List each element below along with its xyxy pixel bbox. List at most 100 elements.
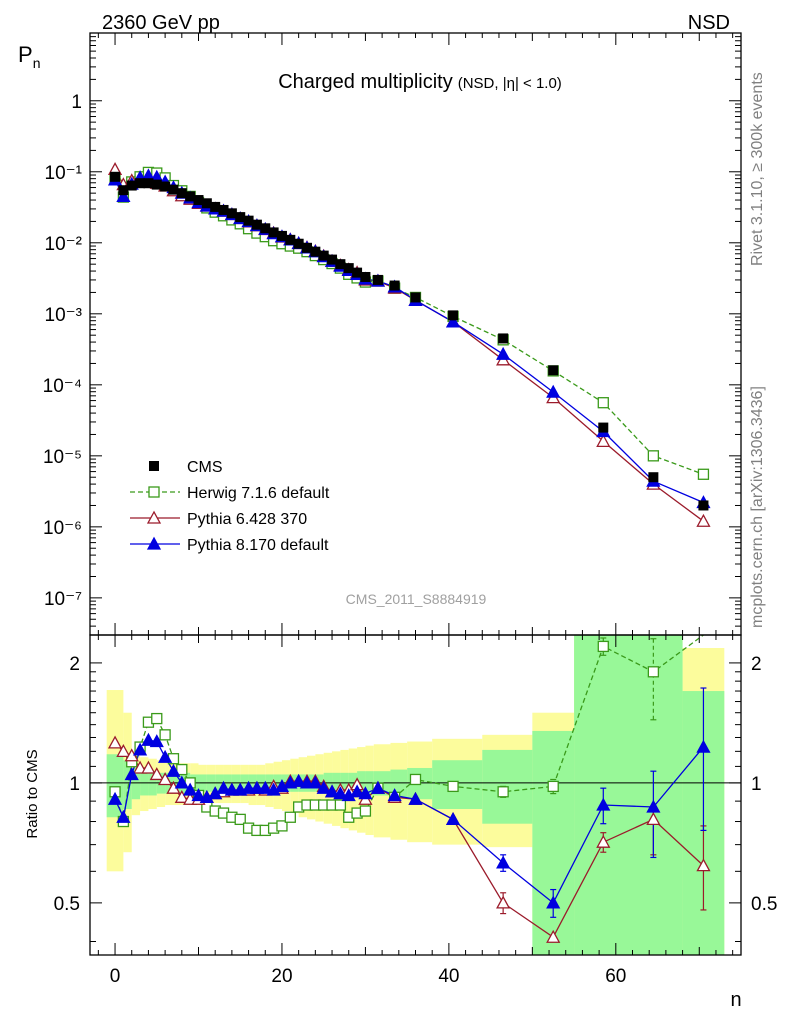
point-cms [126, 180, 137, 191]
y-axis-label: Pn [18, 42, 40, 71]
ratio-point-py8 [408, 791, 423, 805]
ratio-point-py6 [646, 812, 661, 826]
ratio-point-herwig [359, 805, 372, 817]
ratio-point-py8 [445, 812, 461, 826]
point-py8 [445, 314, 461, 328]
y-tick-label: 10⁻³ [45, 305, 83, 326]
series-line-herwig [114, 171, 704, 475]
legend-marker-py8 [146, 536, 162, 550]
point-cms [251, 219, 262, 230]
ratio-point-py8 [216, 780, 231, 794]
ratio-tick-label: 1 [69, 774, 80, 795]
ratio-point-herwig [276, 820, 288, 832]
point-cms [201, 198, 212, 209]
ratio-point-herwig [597, 640, 609, 653]
main-plot-area [107, 162, 711, 527]
chart-subtitle: (NSD, |η| < 1.0) [458, 75, 562, 92]
ratio-band-inner [123, 760, 132, 810]
point-cms [285, 234, 296, 245]
header-right-label: NSD [688, 12, 730, 34]
point-cms [260, 223, 271, 234]
point-py6 [596, 433, 611, 447]
point-py6 [696, 513, 711, 527]
point-cms [598, 422, 609, 433]
legend: CMS Herwig 7.1.6 default Pythia 6.428 370 P… [130, 459, 330, 554]
point-cms [210, 201, 221, 212]
ratio-point-py8 [124, 767, 139, 781]
y-tick-label: 10⁻⁴ [43, 376, 82, 397]
ratio-point-py8 [299, 775, 315, 789]
ratio-point-py8 [358, 786, 373, 800]
ratio-point-py8 [308, 775, 323, 789]
point-cms [160, 181, 171, 192]
ratio-point-py8 [224, 782, 239, 796]
ratio-point-py8 [324, 784, 340, 798]
point-cms [176, 188, 187, 199]
legend-marker-cms [149, 461, 159, 471]
point-cms [218, 204, 229, 215]
ratio-point-herwig [151, 712, 163, 725]
point-cms [310, 246, 321, 257]
point-cms [143, 178, 154, 189]
ratio-point-py6 [546, 929, 561, 943]
y-tick-label: 10⁻¹ [45, 163, 83, 184]
point-cms [648, 472, 659, 483]
header-left-label: 2360 GeV pp [102, 12, 220, 34]
ratio-point-herwig [647, 666, 660, 678]
ratio-point-py8 [183, 782, 198, 796]
point-py8 [546, 384, 561, 398]
ratio-point-py6 [149, 767, 164, 781]
ratio-tick-label-right: 2 [751, 654, 762, 675]
chart-title: Charged multiplicity (NSD, |η| < 1.0) [278, 71, 562, 93]
ratio-point-herwig [447, 780, 459, 793]
ratio-band-inner [532, 730, 575, 955]
point-cms [448, 310, 459, 321]
x-tick-label: 40 [438, 966, 459, 987]
point-cms [327, 254, 338, 265]
ratio-point-herwig [334, 799, 347, 811]
ratio-point-py8 [116, 809, 131, 823]
y-tick-label: 10⁻² [45, 234, 83, 255]
ratio-point-py8 [191, 788, 206, 802]
ratio-point-py8 [241, 780, 256, 794]
point-cms [698, 500, 709, 511]
point-cms [343, 263, 354, 274]
ratio-point-herwig [176, 763, 188, 776]
point-cms [226, 208, 237, 219]
ratio-point-py8 [646, 799, 661, 813]
ratio-band-inner [106, 754, 124, 818]
ratio-point-herwig [159, 729, 171, 741]
ratio-point-py8 [370, 780, 386, 794]
ratio-band-inner [357, 771, 366, 794]
ratio-point-py8 [107, 791, 123, 805]
ratio-point-herwig [547, 780, 559, 793]
point-cms [168, 184, 179, 195]
point-cms [372, 274, 383, 285]
point-cms [352, 267, 363, 278]
ratio-point-herwig [409, 773, 422, 786]
point-cms [243, 215, 254, 226]
side-text-top: Rivet 3.1.10, ≥ 300k events [749, 72, 766, 266]
ratio-tick-label-right: 1 [751, 774, 762, 795]
side-text-bottom: mcplots.cern.ch [arXiv:1306.3436] [749, 386, 766, 628]
legend-marker-herwig [148, 486, 160, 498]
point-cms [335, 259, 346, 270]
ratio-point-py6 [132, 760, 148, 774]
point-herwig [697, 468, 710, 480]
point-cms [151, 179, 162, 190]
point-cms [185, 191, 196, 202]
ratio-band-inner [632, 635, 683, 955]
point-cms [360, 271, 371, 282]
point-cms [193, 195, 204, 206]
point-cms [268, 227, 279, 238]
legend-label-cms: CMS [187, 459, 223, 476]
y-tick-label: 10⁻⁵ [43, 447, 82, 468]
ratio-point-py8 [158, 749, 173, 763]
ratio-point-py8 [166, 763, 181, 777]
legend-marker-py6 [146, 510, 162, 524]
ratio-point-py8 [149, 734, 164, 748]
legend-label-herwig: Herwig 7.1.6 default [187, 485, 330, 502]
ratio-tick-label-right: 0.5 [751, 894, 777, 915]
